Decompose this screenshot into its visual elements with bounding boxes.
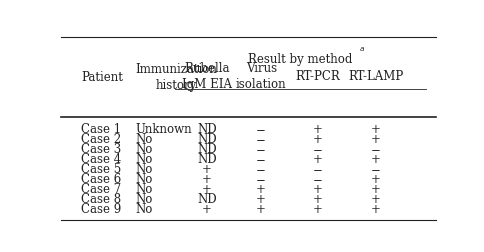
Text: +: + (313, 133, 322, 146)
Text: +: + (313, 183, 322, 196)
Text: +: + (313, 123, 322, 136)
Text: No: No (136, 173, 153, 186)
Text: No: No (136, 143, 153, 156)
Text: No: No (136, 193, 153, 206)
Text: ND: ND (197, 143, 217, 156)
Text: Case 7: Case 7 (81, 183, 121, 196)
Text: Patient: Patient (81, 71, 123, 84)
Text: −: − (313, 163, 322, 176)
Text: +: + (313, 153, 322, 166)
Text: +: + (202, 173, 212, 186)
Text: No: No (136, 153, 153, 166)
Text: Case 6: Case 6 (81, 173, 121, 186)
Text: $^a$: $^a$ (359, 47, 365, 56)
Text: Case 4: Case 4 (81, 153, 121, 166)
Text: −: − (256, 163, 266, 176)
Text: +: + (371, 133, 380, 146)
Text: −: − (313, 173, 322, 186)
Text: +: + (371, 153, 380, 166)
Text: RT-LAMP: RT-LAMP (348, 70, 403, 83)
Text: +: + (202, 203, 212, 216)
Text: Case 9: Case 9 (81, 203, 121, 216)
Text: −: − (256, 133, 266, 146)
Text: No: No (136, 133, 153, 146)
Text: +: + (371, 173, 380, 186)
Text: +: + (202, 183, 212, 196)
Text: −: − (371, 163, 380, 176)
Text: RT-PCR: RT-PCR (295, 70, 340, 83)
Text: Unknown: Unknown (136, 123, 192, 136)
Text: ND: ND (197, 153, 217, 166)
Text: +: + (313, 193, 322, 206)
Text: ND: ND (197, 193, 217, 206)
Text: −: − (256, 123, 266, 136)
Text: Case 8: Case 8 (81, 193, 121, 206)
Text: Case 3: Case 3 (81, 143, 121, 156)
Text: +: + (256, 203, 266, 216)
Text: No: No (136, 203, 153, 216)
Text: Case 5: Case 5 (81, 163, 121, 176)
Text: +: + (202, 163, 212, 176)
Text: +: + (371, 183, 380, 196)
Text: Case 1: Case 1 (81, 123, 121, 136)
Text: +: + (371, 203, 380, 216)
Text: Immunization
history: Immunization history (136, 63, 217, 92)
Text: ND: ND (197, 123, 217, 136)
Text: −: − (256, 153, 266, 166)
Text: +: + (371, 123, 380, 136)
Text: Rubella
IgM EIA: Rubella IgM EIA (182, 62, 232, 91)
Text: −: − (256, 173, 266, 186)
Text: +: + (313, 203, 322, 216)
Text: Virus
isolation: Virus isolation (236, 62, 287, 91)
Text: +: + (256, 183, 266, 196)
Text: ND: ND (197, 133, 217, 146)
Text: No: No (136, 183, 153, 196)
Text: +: + (256, 193, 266, 206)
Text: −: − (256, 143, 266, 156)
Text: +: + (371, 193, 380, 206)
Text: No: No (136, 163, 153, 176)
Text: −: − (371, 143, 380, 156)
Text: −: − (313, 143, 322, 156)
Text: Case 2: Case 2 (81, 133, 121, 146)
Text: Result by method: Result by method (248, 53, 353, 66)
